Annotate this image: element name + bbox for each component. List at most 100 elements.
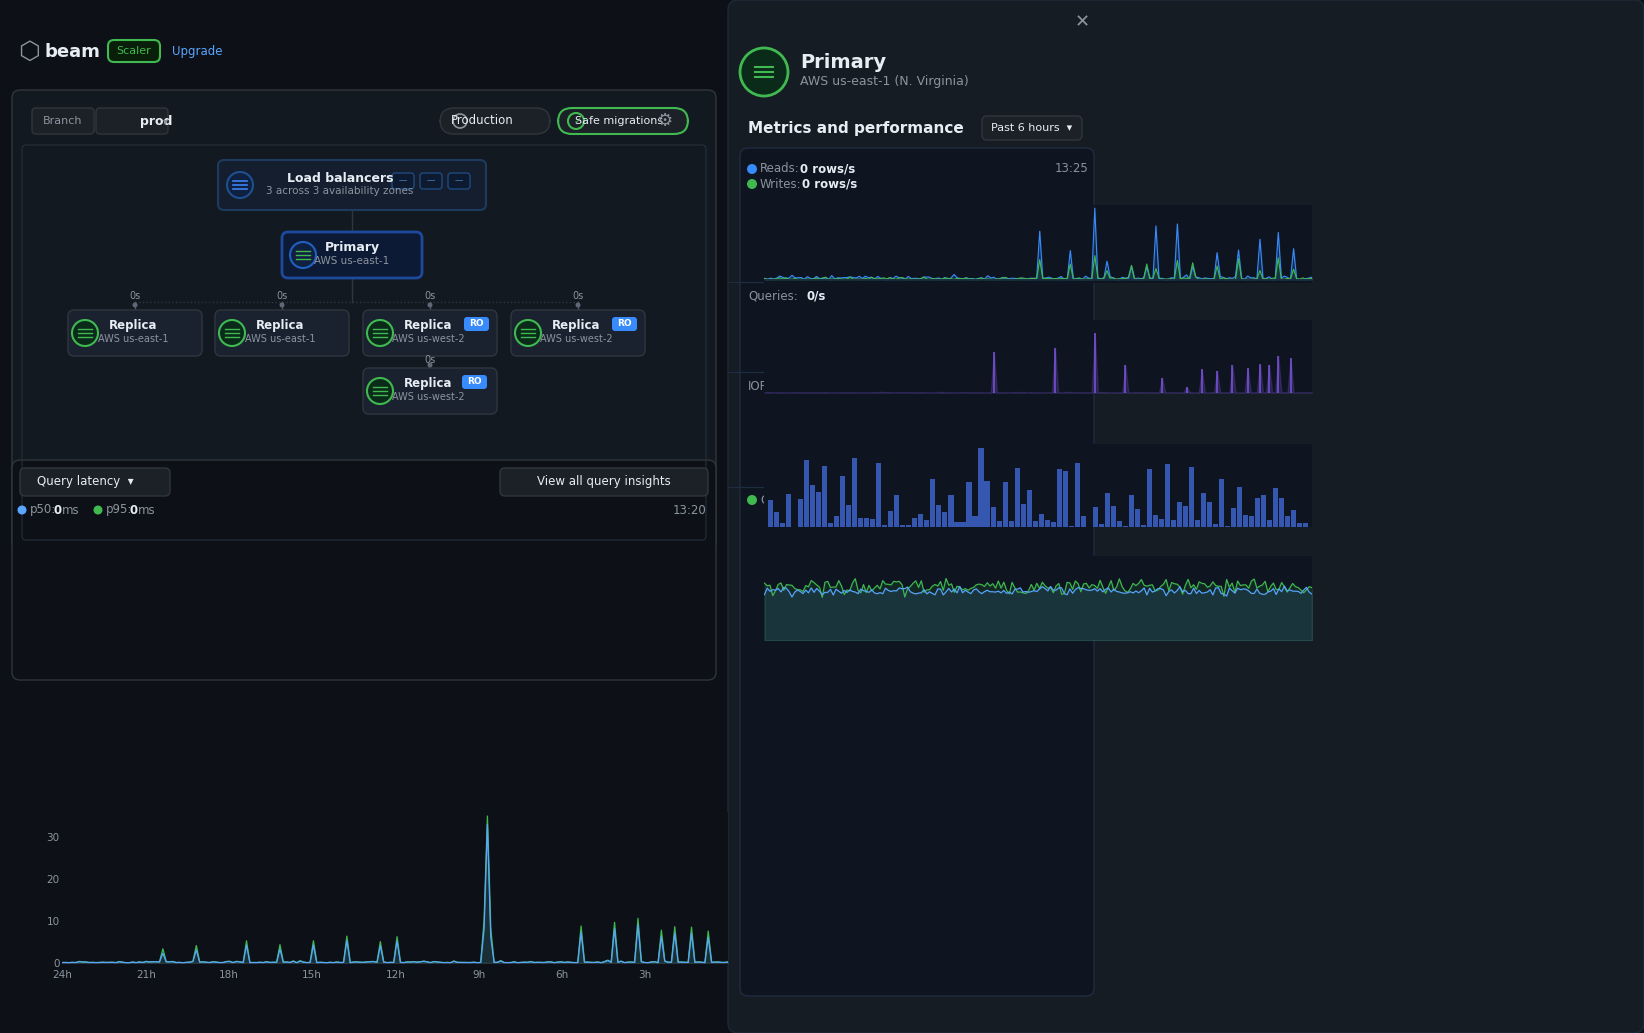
Bar (1129, 496, 1134, 527)
Bar (883, 525, 888, 527)
Bar (1213, 524, 1218, 527)
Text: p50:: p50: (30, 503, 56, 516)
Bar (888, 510, 893, 527)
Bar (949, 495, 954, 527)
Text: RO: RO (616, 319, 631, 328)
Text: ms: ms (138, 503, 156, 516)
Bar (1272, 489, 1279, 527)
Bar (1171, 520, 1175, 527)
FancyBboxPatch shape (363, 368, 496, 414)
Bar (1286, 516, 1291, 527)
FancyBboxPatch shape (109, 40, 159, 62)
FancyBboxPatch shape (464, 317, 488, 331)
Circle shape (746, 179, 756, 189)
Bar (1261, 495, 1266, 527)
Text: AWS us-west-2: AWS us-west-2 (391, 334, 464, 344)
Text: 13:20: 13:20 (672, 503, 705, 516)
Text: —: — (427, 177, 436, 186)
Text: 35%: 35% (789, 494, 817, 506)
Text: ms: ms (62, 503, 79, 516)
Text: 0s: 0s (572, 291, 584, 301)
Text: —: — (399, 177, 408, 186)
Bar (894, 495, 899, 527)
Text: ✕: ✕ (1075, 13, 1090, 31)
Bar (937, 505, 942, 527)
FancyBboxPatch shape (511, 310, 644, 356)
Bar (1184, 506, 1189, 527)
Bar (919, 514, 924, 527)
FancyBboxPatch shape (12, 90, 717, 550)
Text: Replica: Replica (404, 377, 452, 390)
Circle shape (515, 320, 541, 346)
Text: 0s: 0s (276, 291, 288, 301)
Circle shape (740, 48, 787, 96)
Bar (1207, 502, 1212, 527)
Text: 0 rows/s: 0 rows/s (801, 162, 855, 176)
Text: p95:: p95: (105, 503, 133, 516)
FancyBboxPatch shape (95, 108, 168, 134)
FancyBboxPatch shape (419, 173, 442, 189)
Bar (973, 515, 978, 527)
FancyBboxPatch shape (557, 108, 687, 134)
Text: Branch: Branch (43, 116, 82, 126)
Bar (822, 466, 827, 527)
Bar (1057, 469, 1062, 527)
Circle shape (746, 495, 756, 505)
Bar (924, 520, 929, 527)
Bar (779, 524, 786, 527)
FancyBboxPatch shape (31, 108, 94, 134)
Bar (1166, 464, 1171, 527)
FancyBboxPatch shape (215, 310, 349, 356)
Text: 32%: 32% (889, 494, 917, 506)
FancyBboxPatch shape (67, 310, 202, 356)
Text: Query latency  ▾: Query latency ▾ (36, 475, 133, 489)
Circle shape (575, 303, 580, 308)
FancyBboxPatch shape (363, 310, 496, 356)
Text: ⬡: ⬡ (18, 40, 39, 64)
Bar (1021, 504, 1026, 527)
Bar (768, 500, 773, 527)
Bar (1231, 508, 1236, 527)
Text: RO: RO (469, 319, 483, 328)
Bar (1202, 493, 1207, 527)
Bar (996, 521, 1001, 527)
Bar (1152, 515, 1157, 527)
Text: ⚙: ⚙ (656, 112, 672, 130)
FancyBboxPatch shape (462, 375, 487, 389)
FancyBboxPatch shape (612, 317, 636, 331)
FancyBboxPatch shape (441, 108, 551, 134)
Circle shape (827, 495, 837, 505)
Bar (870, 520, 875, 527)
Text: AWS us-east-1: AWS us-east-1 (245, 334, 316, 344)
Circle shape (279, 303, 284, 308)
Bar (985, 481, 990, 527)
Bar (797, 499, 804, 527)
Bar (847, 505, 852, 527)
Bar (1093, 506, 1098, 527)
FancyBboxPatch shape (981, 116, 1082, 140)
Text: Replica: Replica (256, 319, 304, 333)
Text: ▾: ▾ (163, 116, 168, 126)
Bar (901, 525, 906, 527)
Text: Replica: Replica (552, 319, 600, 333)
Circle shape (72, 320, 99, 346)
FancyBboxPatch shape (283, 232, 423, 278)
Bar (1189, 467, 1194, 527)
Text: 3 across 3 availability zones: 3 across 3 availability zones (266, 186, 414, 196)
Circle shape (94, 505, 102, 514)
Bar (1051, 522, 1055, 527)
Text: Queries:: Queries: (748, 289, 797, 303)
Bar (967, 482, 972, 527)
Bar (829, 523, 834, 527)
Text: Safe migrations: Safe migrations (575, 116, 663, 126)
Text: Reads:: Reads: (760, 162, 799, 176)
Bar (865, 518, 870, 527)
Circle shape (227, 173, 253, 198)
Text: AWS us-east-1: AWS us-east-1 (314, 256, 390, 267)
Bar (1304, 523, 1309, 527)
Text: prod: prod (140, 115, 173, 127)
FancyBboxPatch shape (740, 148, 1093, 996)
Text: RO: RO (467, 377, 482, 386)
Circle shape (427, 303, 432, 308)
Bar (1134, 508, 1139, 527)
